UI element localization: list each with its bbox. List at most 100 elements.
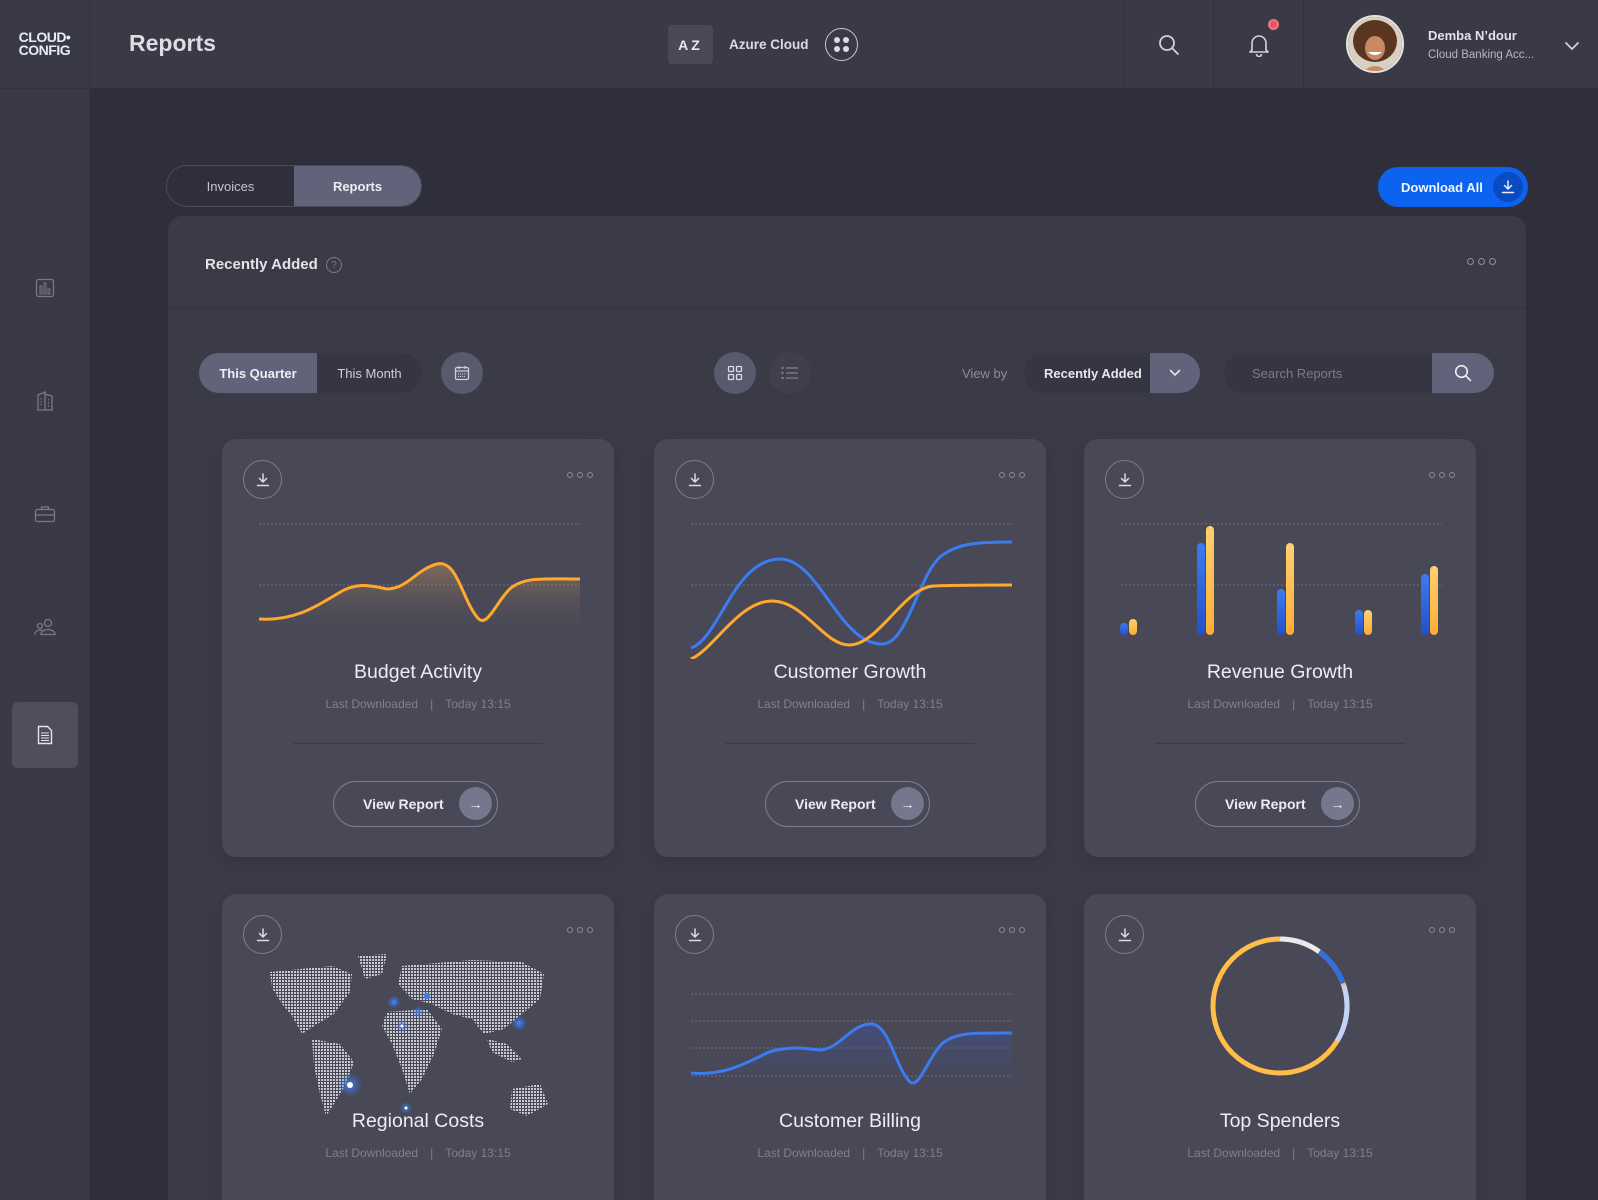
card-meta: Last Downloaded | Today 13:15 <box>757 697 943 711</box>
sidebar <box>0 89 90 1200</box>
sidebar-item-organization[interactable] <box>12 368 78 434</box>
cloud-name: Azure Cloud <box>729 37 809 52</box>
sidebar-item-users[interactable] <box>12 594 78 660</box>
notification-badge <box>1268 19 1279 30</box>
calendar-button[interactable] <box>441 352 483 394</box>
panel-header: Recently Added ? <box>168 216 1526 309</box>
card-title: Top Spenders <box>1219 1110 1341 1132</box>
view-report-button[interactable]: View Report → <box>765 781 930 827</box>
top-spenders-donut-chart <box>1210 936 1350 1076</box>
bell-icon <box>1248 34 1269 57</box>
divider <box>293 743 543 744</box>
profile-chevron-down-icon[interactable] <box>1564 38 1580 56</box>
download-icon[interactable] <box>243 460 282 499</box>
card-title: Regional Costs <box>351 1110 485 1132</box>
search-button[interactable] <box>1123 0 1213 89</box>
building-icon <box>37 391 53 411</box>
calendar-icon <box>454 366 470 381</box>
document-icon <box>37 725 53 745</box>
help-icon[interactable]: ? <box>326 257 342 273</box>
logo-line-1: CLOUD• <box>18 29 71 45</box>
card-meta: Last Downloaded | Today 13:15 <box>1187 697 1373 711</box>
card-title: Budget Activity <box>354 661 482 683</box>
search-submit-button[interactable] <box>1432 353 1494 393</box>
last-downloaded-label: Last Downloaded <box>1187 1146 1281 1160</box>
card-title: Customer Billing <box>779 1110 921 1132</box>
notifications-button[interactable] <box>1213 0 1303 89</box>
user-subtitle: Cloud Banking Acc... <box>1428 48 1535 61</box>
cloud-switcher[interactable]: AZ Azure Cloud <box>668 25 858 64</box>
logo[interactable]: CLOUD• CONFIG <box>0 0 90 89</box>
report-card-customer-growth: Customer Growth Last Downloaded | Today 13… <box>654 439 1046 857</box>
search-input[interactable] <box>1224 353 1432 393</box>
last-downloaded-label: Last Downloaded <box>1187 697 1281 711</box>
logo-line-2: CONFIG <box>18 42 71 58</box>
view-report-label: View Report <box>363 796 444 812</box>
more-options-icon[interactable] <box>999 472 1025 478</box>
download-icon[interactable] <box>243 915 282 954</box>
search-icon <box>1158 34 1179 55</box>
report-card-top-spenders: Top Spenders Last Downloaded | Today 13:15 <box>1084 894 1476 1200</box>
customer-growth-chart <box>690 523 1013 659</box>
download-all-button[interactable]: Download All <box>1378 167 1528 207</box>
tab-reports[interactable]: Reports <box>294 166 421 206</box>
divider <box>725 743 975 744</box>
world-map-icon <box>270 954 548 1116</box>
last-downloaded-label: Last Downloaded <box>325 697 419 711</box>
card-meta: Last Downloaded | Today 13:15 <box>1187 1146 1373 1160</box>
last-downloaded-time: Today 13:15 <box>1307 697 1373 711</box>
panel-title: Recently Added <box>205 256 318 273</box>
card-meta: Last Downloaded | Today 13:15 <box>325 697 511 711</box>
revenue-growth-chart <box>1120 523 1442 635</box>
sidebar-item-analytics[interactable] <box>12 255 78 321</box>
grid-view-button[interactable] <box>714 352 756 394</box>
user-profile[interactable]: Demba N’dour Cloud Banking Acc... <box>1346 15 1534 73</box>
list-view-button[interactable] <box>769 352 811 394</box>
period-toggle: This Quarter This Month <box>198 352 423 394</box>
briefcase-icon <box>34 506 56 523</box>
arrow-right-icon: → <box>459 787 492 820</box>
bar-chart-icon <box>35 278 55 298</box>
search-reports <box>1223 352 1495 394</box>
view-report-button[interactable]: View Report → <box>333 781 498 827</box>
last-downloaded-time: Today 13:15 <box>877 1146 943 1160</box>
sidebar-item-projects[interactable] <box>12 481 78 547</box>
tab-invoices[interactable]: Invoices <box>206 178 255 194</box>
period-this-quarter[interactable]: This Quarter <box>199 353 317 393</box>
period-this-month[interactable]: This Month <box>337 365 402 381</box>
search-icon <box>1454 364 1472 382</box>
download-icon[interactable] <box>1105 915 1144 954</box>
arrow-right-icon: → <box>1321 787 1354 820</box>
report-tabs: Invoices Reports <box>166 165 422 207</box>
view-by-select[interactable]: Recently Added <box>1023 352 1201 394</box>
more-options-icon[interactable] <box>999 927 1025 933</box>
view-report-button[interactable]: View Report → <box>1195 781 1360 827</box>
avatar <box>1346 15 1404 73</box>
sidebar-item-reports[interactable] <box>12 702 78 768</box>
report-card-budget-activity: Budget Activity Last Downloaded | Today 13… <box>222 439 614 857</box>
apps-grid-icon[interactable] <box>824 28 858 61</box>
chevron-down-icon[interactable] <box>1150 353 1200 393</box>
card-title: Revenue Growth <box>1206 661 1354 683</box>
download-icon[interactable] <box>1105 460 1144 499</box>
download-icon <box>1493 172 1523 202</box>
view-by-value: Recently Added <box>1044 365 1142 381</box>
more-options-icon[interactable] <box>567 472 593 478</box>
more-options-icon[interactable] <box>1429 472 1455 478</box>
top-bar: CLOUD• CONFIG <box>0 0 1598 89</box>
grid-icon <box>727 365 743 381</box>
last-downloaded-time: Today 13:15 <box>877 697 943 711</box>
more-options-icon[interactable] <box>567 927 593 933</box>
cloud-badge: AZ <box>668 25 713 64</box>
view-by-label: View by <box>962 366 1008 381</box>
profile-cell <box>1303 0 1598 89</box>
download-icon[interactable] <box>675 460 714 499</box>
page-title: Reports <box>129 30 216 56</box>
download-icon[interactable] <box>675 915 714 954</box>
card-meta: Last Downloaded | Today 13:15 <box>757 1146 943 1160</box>
more-options-icon[interactable] <box>1467 258 1496 265</box>
user-name: Demba N’dour <box>1428 27 1517 43</box>
users-icon <box>34 618 56 636</box>
list-icon <box>781 366 798 380</box>
more-options-icon[interactable] <box>1429 927 1455 933</box>
